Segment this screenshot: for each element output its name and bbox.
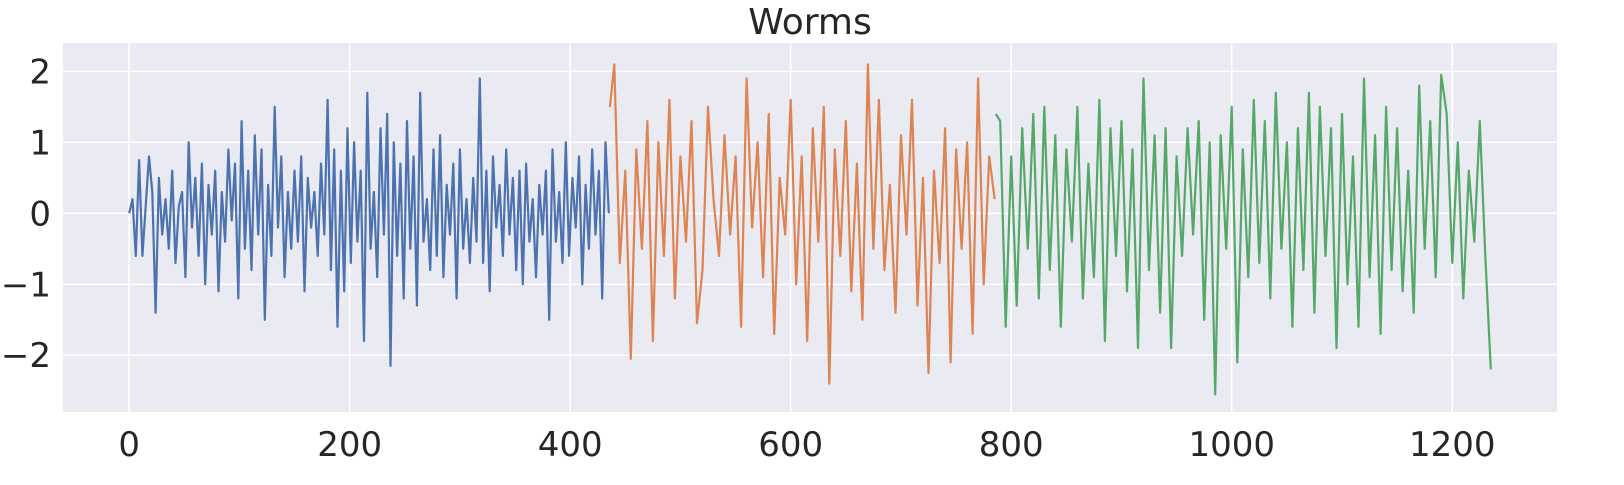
x-tick-label: 200 [317,425,382,465]
x-tick-label: 600 [758,425,823,465]
y-tick-label: −2 [1,336,51,376]
x-tick-label: 400 [538,425,603,465]
y-axis-ticks: 2 1 0 −1 −2 [1,52,51,376]
series-line-1 [128,77,610,367]
x-tick-label: 1000 [1188,425,1275,465]
x-tick-label: 1200 [1409,425,1496,465]
x-axis-ticks: 0 200 400 600 800 1000 1200 [118,425,1495,465]
series-line-2 [608,63,996,385]
series-lines [128,63,1492,396]
y-tick-label: 0 [29,194,51,234]
x-tick-label: 0 [118,425,140,465]
x-tick-label: 800 [979,425,1044,465]
chart-title: Worms [748,2,872,43]
y-tick-label: −1 [1,265,51,305]
y-tick-label: 1 [29,123,51,163]
series-line-3 [994,73,1492,396]
y-tick-label: 2 [29,52,51,92]
